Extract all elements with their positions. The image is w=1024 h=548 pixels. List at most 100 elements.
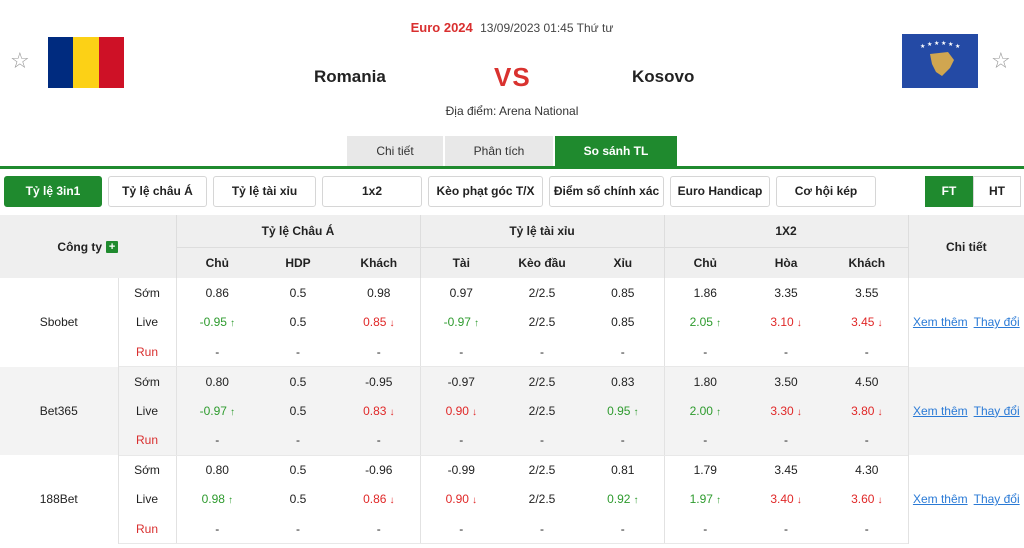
odds-cell: 0.97 <box>420 278 502 308</box>
tab-odds-compare[interactable]: So sánh TL <box>555 136 677 166</box>
odds-cell: 3.80 ↓ <box>826 396 909 426</box>
arrow-down-icon: ↓ <box>796 495 802 507</box>
odds-cell: - <box>338 514 421 544</box>
bookmaker-name[interactable]: Sbobet <box>0 278 119 367</box>
odds-correct-score-button[interactable]: Điểm số chính xác <box>549 176 664 207</box>
odds-row: Live -0.97 ↑ 0.5 0.83 ↓ 0.90 ↓ 2/2.5 0.95 ↑ 2.00 ↑ 3.… <box>0 396 1024 426</box>
odds-cell: 1.79 <box>664 455 746 485</box>
arrow-down-icon: ↓ <box>471 406 477 418</box>
favorite-away-star-icon[interactable]: ☆ <box>991 48 1011 73</box>
odds-3in1-button[interactable]: Tỷ lệ 3in1 <box>4 176 102 207</box>
odds-value: - <box>215 433 220 447</box>
home-team-name[interactable]: Romania <box>314 67 386 86</box>
odds-value: 0.98 <box>367 285 391 300</box>
detail-links: Xem thêm Thay đổi <box>907 366 1024 455</box>
odds-cell: - <box>502 337 583 367</box>
odds-cell: -0.97 ↑ <box>176 396 259 426</box>
odds-cell: - <box>176 514 259 544</box>
odds-value: - <box>215 344 220 359</box>
odds-cell: - <box>502 425 583 456</box>
odds-cell: 4.50 <box>826 366 909 396</box>
odds-cell: 0.80 <box>176 455 258 485</box>
odds-value: - <box>864 521 869 536</box>
odds-value: -0.95 <box>199 315 227 330</box>
odds-cell: 0.95 ↑ <box>582 396 665 426</box>
ht-button[interactable]: HT <box>973 176 1021 207</box>
changes-link[interactable]: Thay đổi <box>973 403 1020 418</box>
odds-cell: - <box>582 514 665 544</box>
sub-header: Hòa <box>746 247 827 278</box>
match-datetime: 13/09/2023 01:45 Thứ tư <box>480 21 614 35</box>
odds-cell: - <box>826 425 909 456</box>
detail-links: Xem thêm Thay đổi <box>907 278 1024 367</box>
tab-detail[interactable]: Chi tiết <box>347 136 443 166</box>
odds-cell: - <box>582 425 665 456</box>
odds-asian-button[interactable]: Tỷ lệ châu Á <box>108 176 207 207</box>
odds-cell: 3.30 ↓ <box>746 396 827 426</box>
arrow-down-icon: ↓ <box>877 318 883 330</box>
odds-value: 3.45 <box>774 463 798 477</box>
see-more-link[interactable]: Xem thêm <box>912 403 968 418</box>
favorite-home-star-icon[interactable]: ☆ <box>10 48 30 73</box>
odds-value: 0.5 <box>289 463 307 477</box>
odds-value: - <box>459 344 464 359</box>
see-more-link[interactable]: Xem thêm <box>912 315 968 330</box>
detail-links: Xem thêm Thay đổi <box>907 455 1024 544</box>
see-more-link[interactable]: Xem thêm <box>912 492 968 507</box>
away-team-name[interactable]: Kosovo <box>632 67 695 86</box>
sub-header: Khách <box>826 247 909 278</box>
odds-value: 0.92 <box>607 492 631 507</box>
ft-button[interactable]: FT <box>925 176 973 207</box>
odds-cell: 2/2.5 <box>502 278 582 308</box>
odds-over-under-button[interactable]: Tỷ lệ tài xỉu <box>213 176 316 207</box>
odds-cell: -0.97 <box>420 366 503 396</box>
svg-text:★: ★ <box>927 41 932 48</box>
tab-analysis[interactable]: Phân tích <box>445 136 553 166</box>
odds-type-label: Sớm <box>118 455 177 485</box>
odds-body: Sbobet Sớm 0.86 0.5 0.98 0.97 2/2.5 0.85 1.86 3.3… <box>0 278 1024 544</box>
match-meta: Euro 2024 13/09/2023 01:45 Thứ tư <box>0 20 1024 35</box>
odds-value: 1.86 <box>693 285 717 300</box>
odds-value: - <box>620 433 625 447</box>
odds-value: 3.35 <box>774 285 798 300</box>
odds-cell: - <box>746 514 827 544</box>
changes-link[interactable]: Thay đổi <box>973 315 1020 330</box>
odds-cell: - <box>664 514 747 544</box>
odds-cell: 3.50 <box>746 366 827 396</box>
odds-value: - <box>620 344 625 359</box>
odds-type-label: Sớm <box>118 278 177 308</box>
odds-cell: 0.85 <box>582 278 665 308</box>
odds-corner-button[interactable]: Kèo phạt góc T/X <box>428 176 543 207</box>
odds-1x2-button[interactable]: 1x2 <box>322 176 422 207</box>
odds-value: - <box>784 521 789 536</box>
tab-underline <box>0 166 1024 169</box>
odds-value: 3.30 <box>770 403 794 418</box>
arrow-up-icon: ↑ <box>229 318 235 330</box>
league-name[interactable]: Euro 2024 <box>410 20 473 35</box>
odds-value: 4.50 <box>855 374 879 389</box>
odds-row: Run - - - - - - - - - <box>0 337 1024 367</box>
odds-row: Run - - - - - - - - - <box>0 425 1024 456</box>
odds-value: 2/2.5 <box>528 492 556 507</box>
odds-type-label: Live <box>118 307 177 337</box>
company-header: Công ty + <box>0 215 177 278</box>
bookmaker-name[interactable]: 188Bet <box>0 455 119 544</box>
odds-cell: -0.99 <box>420 455 502 485</box>
odds-value: 3.60 <box>851 492 875 507</box>
odds-double-chance-button[interactable]: Cơ hội kép <box>776 176 876 207</box>
odds-euro-handicap-button[interactable]: Euro Handicap <box>670 176 770 207</box>
odds-cell: 0.85 <box>582 307 665 337</box>
bookmaker-name[interactable]: Bet365 <box>0 366 119 455</box>
changes-link[interactable]: Thay đổi <box>973 492 1020 507</box>
odds-cell: 1.97 ↑ <box>664 485 746 515</box>
odds-cell: -0.95 <box>338 366 421 396</box>
odds-value: 0.95 <box>607 403 631 418</box>
sub-header: Kèo đầu <box>502 247 583 278</box>
odds-value: - <box>376 433 381 447</box>
odds-value: - <box>620 521 625 536</box>
odds-value: 2.00 <box>689 403 713 418</box>
sub-header: Tài <box>420 247 503 278</box>
add-company-plus-icon[interactable]: + <box>106 241 119 254</box>
odds-row: Live -0.95 ↑ 0.5 0.85 ↓ -0.97 ↑ 2/2.5 0.85 2.05 ↑ 3.… <box>0 307 1024 337</box>
odds-cell: 2/2.5 <box>502 485 582 515</box>
